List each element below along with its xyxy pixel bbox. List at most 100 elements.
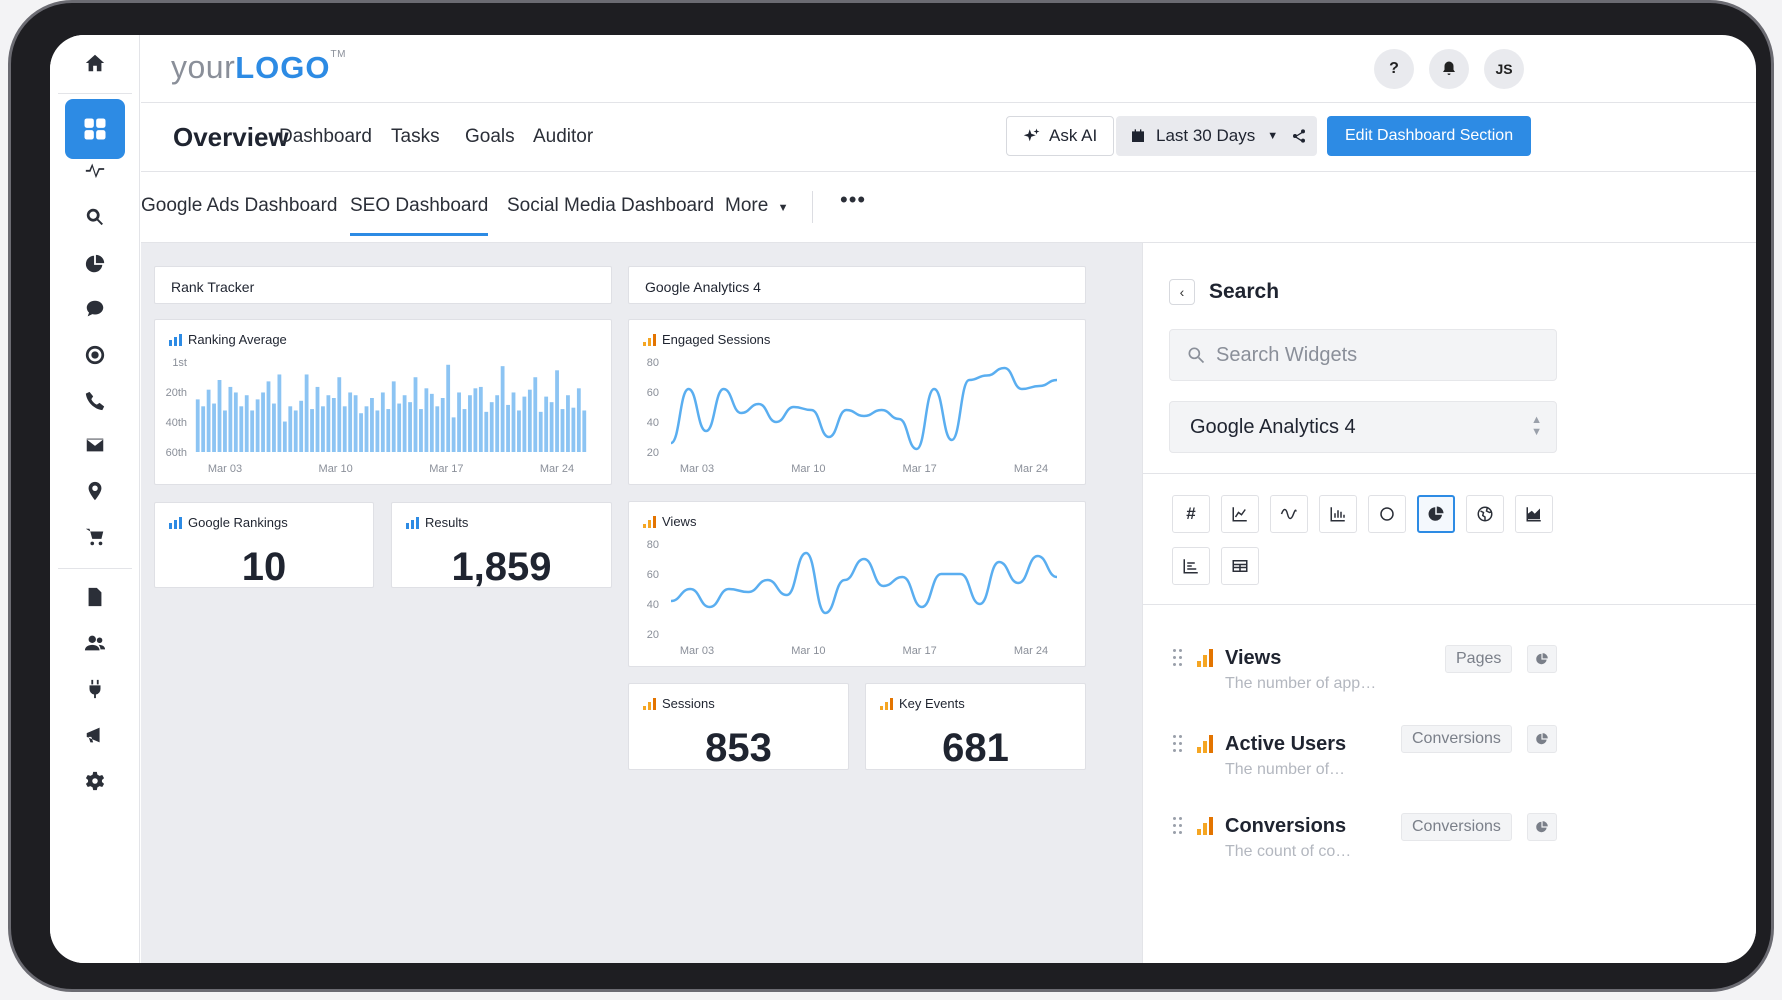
bar-chart-widget-icon[interactable]: [1319, 495, 1357, 533]
pie-chart-widget-icon[interactable]: [1417, 495, 1455, 533]
area-chart-widget-icon[interactable]: [1515, 495, 1553, 533]
globe-map-widget-icon[interactable]: [1466, 495, 1504, 533]
activity-icon[interactable]: [71, 145, 119, 193]
dashboard-canvas: Rank Tracker Google Analytics 4 Ranking …: [141, 243, 1142, 963]
tab-seo-dashboard[interactable]: SEO Dashboard: [350, 195, 489, 236]
pie-chart-icon[interactable]: [71, 240, 119, 288]
y-tick-label: 60: [647, 387, 659, 399]
line-chart-widget-icon[interactable]: [1221, 495, 1259, 533]
sort-arrows-icon: ▲ ▼: [1531, 414, 1542, 438]
search-widgets-field[interactable]: [1169, 329, 1557, 381]
widget-results[interactable]: Results 1,859: [391, 502, 612, 589]
widget-ranking-average[interactable]: Ranking Average 1st 20th 40th 60th Mar 03 Mar…: [154, 319, 612, 485]
cart-icon[interactable]: [71, 513, 119, 561]
bar: [212, 403, 216, 452]
plug-icon[interactable]: [71, 665, 119, 713]
tab-more[interactable]: More ▼: [725, 195, 788, 217]
spline-chart-widget-icon[interactable]: [1270, 495, 1308, 533]
nav-link-tasks[interactable]: Tasks: [391, 126, 440, 147]
google-analytics-icon: [643, 697, 656, 710]
widget-sessions[interactable]: Sessions 853: [628, 683, 849, 770]
chat-icon[interactable]: [71, 285, 119, 333]
metric-item[interactable]: Views The number of app… Pages: [1169, 643, 1559, 707]
metric-description: The number of app…: [1225, 675, 1377, 692]
bar: [359, 413, 363, 452]
tab-google-ads-dashboard[interactable]: Google Ads Dashboard: [141, 195, 338, 216]
donut-chart-widget-icon[interactable]: [1368, 495, 1406, 533]
bar: [326, 395, 331, 452]
bar: [522, 396, 527, 452]
drag-handle-icon[interactable]: [1173, 649, 1185, 669]
report-icon[interactable]: [71, 573, 119, 621]
number-widget-icon[interactable]: #: [1172, 495, 1210, 533]
bar: [435, 406, 440, 452]
date-range-select[interactable]: Last 30 Days ▼: [1116, 116, 1293, 156]
help-button[interactable]: ?: [1374, 49, 1414, 89]
nav-link-dashboard[interactable]: Dashboard: [279, 126, 372, 147]
search-icon[interactable]: [71, 193, 119, 241]
widget-key-events[interactable]: Key Events 681: [865, 683, 1086, 770]
nav-link-auditor[interactable]: Auditor: [533, 126, 594, 147]
widget-google-rankings[interactable]: Google Rankings 10: [154, 502, 374, 589]
megaphone-icon[interactable]: [71, 711, 119, 759]
metric-name: Views: [1225, 647, 1282, 669]
sidebar-divider: [58, 568, 132, 569]
x-tick-label: Mar 10: [791, 645, 825, 657]
pie-chart-icon[interactable]: [1527, 725, 1557, 753]
edit-dashboard-section-button[interactable]: Edit Dashboard Section: [1327, 116, 1532, 156]
widget-title: Google Rankings: [169, 515, 288, 530]
sidebar: [50, 35, 140, 963]
back-button[interactable]: ‹: [1169, 279, 1195, 305]
horizontal-bar-widget-icon[interactable]: [1172, 547, 1210, 585]
metric-name: Conversions: [1225, 815, 1347, 837]
metric-item[interactable]: Active Users The number of… Conversions: [1169, 725, 1559, 793]
bar: [304, 374, 309, 452]
metric-tag: Conversions: [1401, 725, 1512, 753]
bar: [478, 386, 483, 452]
widget-views[interactable]: Views 80 60 40 20 Mar 03 Mar 10 Mar 17 Mar 24: [628, 501, 1086, 667]
bar: [560, 409, 565, 452]
notifications-button[interactable]: [1429, 49, 1469, 89]
avatar[interactable]: JS: [1484, 49, 1524, 89]
share-button[interactable]: [1281, 116, 1317, 156]
mail-icon[interactable]: [71, 421, 119, 469]
bar: [538, 411, 543, 452]
y-tick-label: 20: [647, 447, 659, 459]
bar: [375, 410, 380, 452]
metric-item[interactable]: Conversions The count of co… Conversions: [1169, 811, 1559, 875]
drag-handle-icon[interactable]: [1173, 817, 1185, 837]
bar: [244, 395, 249, 452]
users-icon[interactable]: [71, 619, 119, 667]
tab-social-media-dashboard[interactable]: Social Media Dashboard: [507, 195, 715, 216]
more-options-icon[interactable]: •••: [840, 187, 867, 212]
ask-ai-label: Ask AI: [1049, 126, 1098, 145]
bar: [364, 406, 369, 452]
data-source-select[interactable]: Google Analytics 4 ▲ ▼: [1169, 401, 1557, 453]
bell-icon: [1443, 61, 1455, 75]
drag-handle-icon[interactable]: [1173, 735, 1185, 755]
phone-icon[interactable]: [71, 377, 119, 425]
nav-link-goals[interactable]: Goals: [465, 126, 515, 147]
pie-chart-icon[interactable]: [1527, 813, 1557, 841]
bar: [255, 399, 260, 452]
bar: [342, 406, 347, 452]
location-pin-icon[interactable]: [71, 467, 119, 515]
table-widget-icon[interactable]: [1221, 547, 1259, 585]
bar: [321, 406, 325, 452]
pie-chart-icon[interactable]: [1527, 645, 1557, 673]
bar: [489, 402, 494, 452]
bar: [233, 392, 238, 452]
google-analytics-icon: [880, 697, 893, 710]
bar: [576, 388, 581, 452]
widget-engaged-sessions[interactable]: Engaged Sessions 80 60 40 20 Mar 03 Mar 10 Mar…: [628, 319, 1086, 485]
panel-divider: [1143, 604, 1756, 605]
target-icon[interactable]: [71, 331, 119, 379]
bar: [457, 392, 461, 452]
search-widgets-input[interactable]: [1216, 330, 1546, 380]
caret-down-icon: ▼: [1267, 130, 1279, 142]
bar: [533, 377, 538, 452]
dashboard-grid-icon[interactable]: [65, 99, 125, 159]
home-icon[interactable]: [71, 39, 119, 87]
ask-ai-button[interactable]: Ask AI: [1006, 116, 1115, 156]
gear-icon[interactable]: [71, 757, 119, 805]
